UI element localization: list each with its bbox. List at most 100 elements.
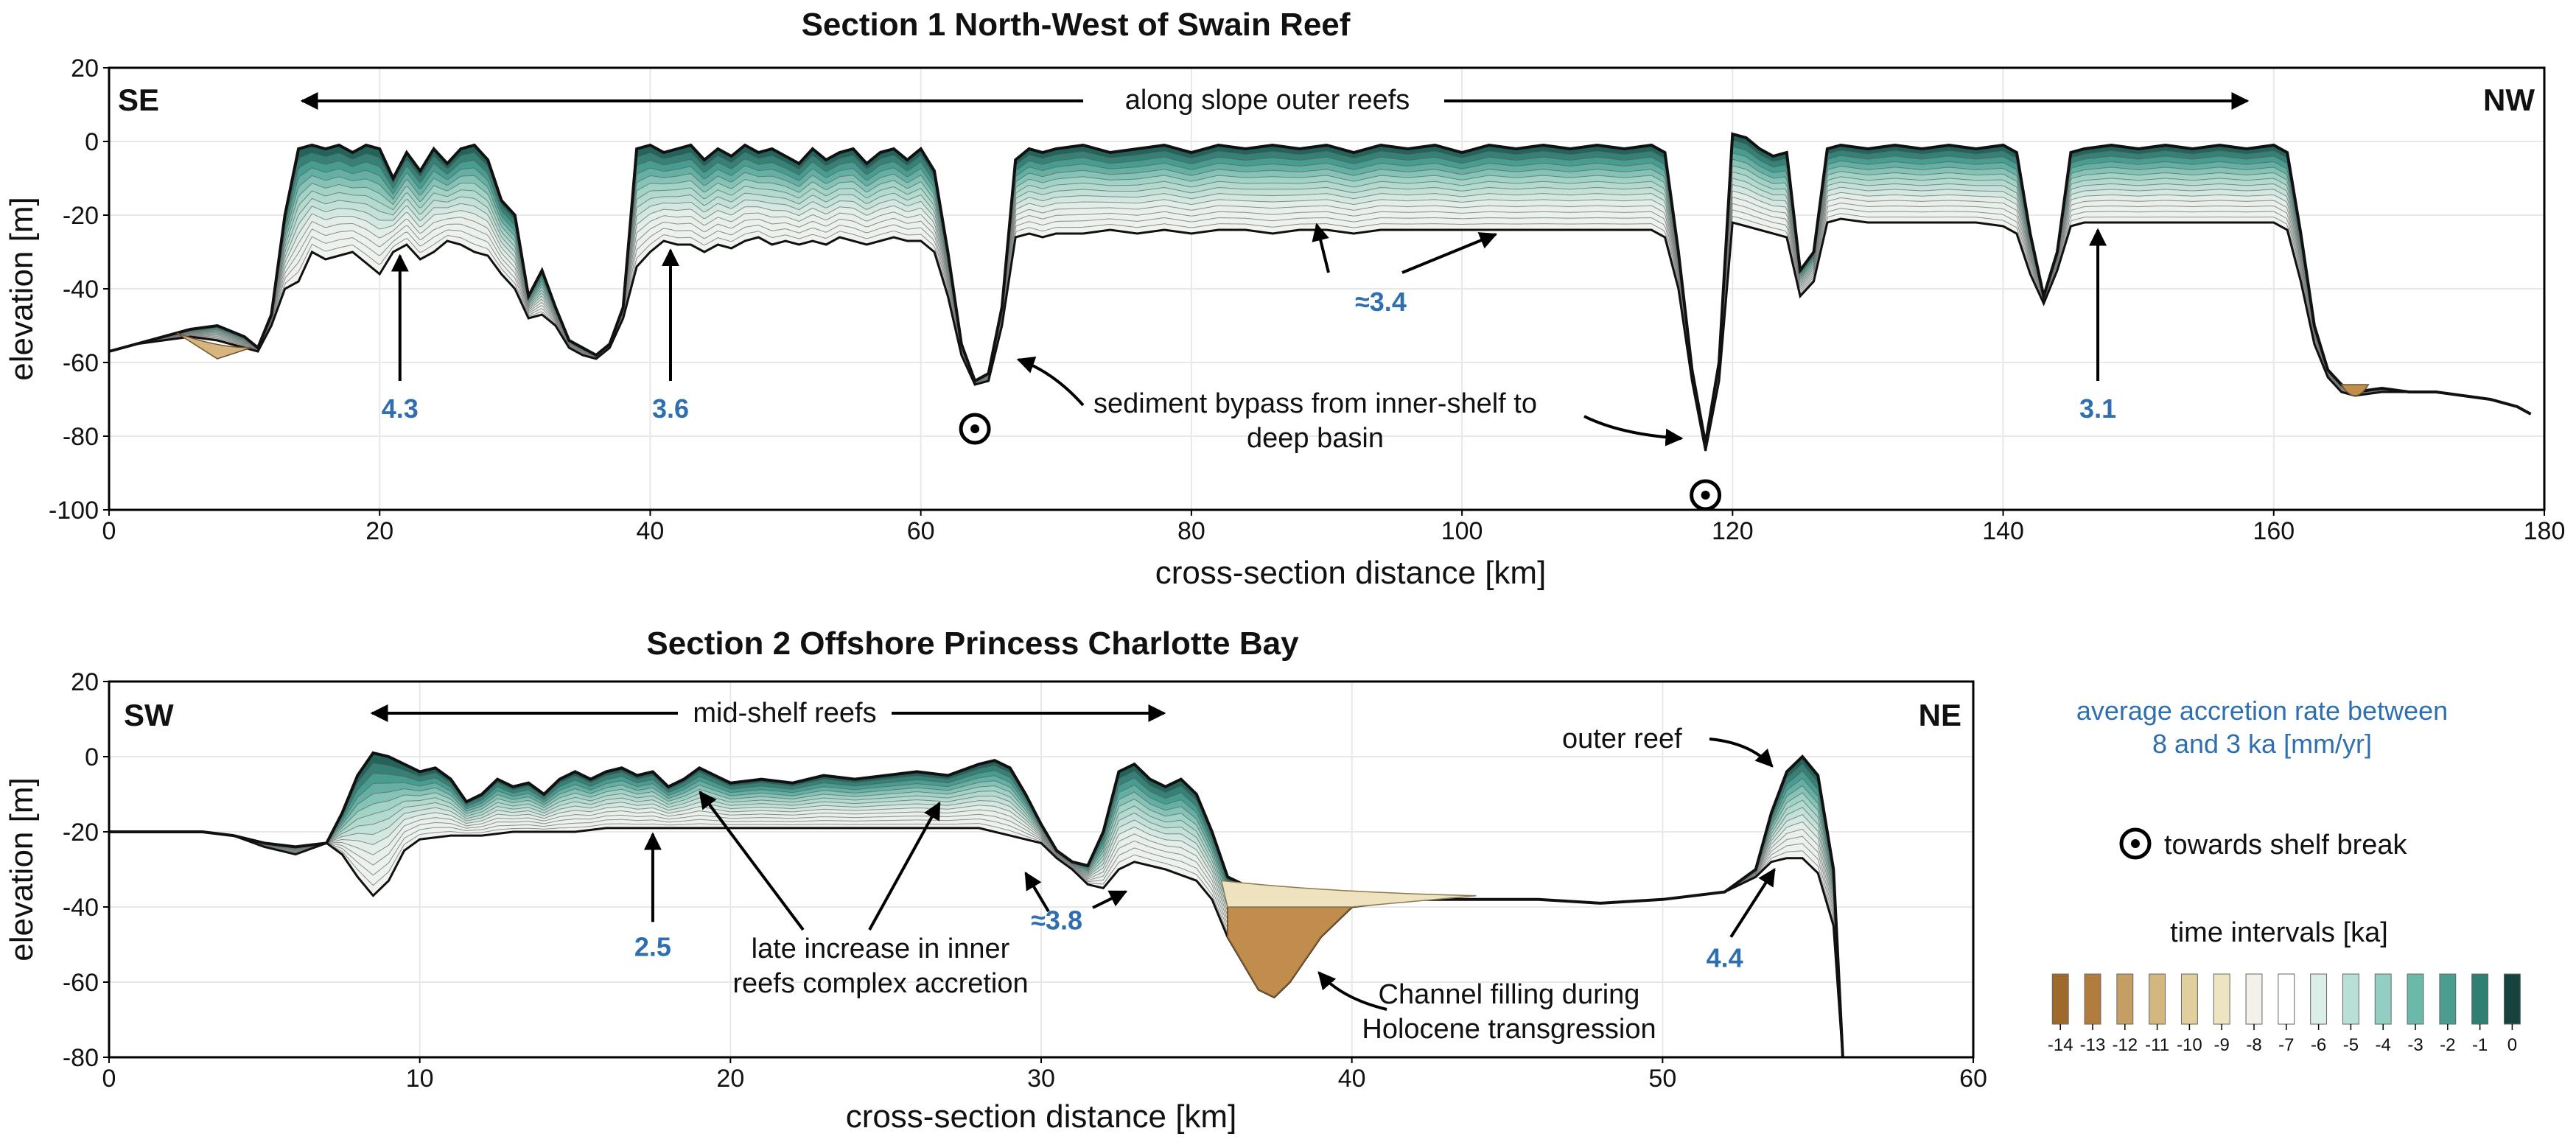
mid-shelf-label: mid-shelf reefs: [693, 698, 876, 729]
inner-shelf-sediment-fill: [176, 332, 252, 360]
colorbar-swatch: [2310, 973, 2328, 1025]
colorbar-label: -10: [2177, 1035, 2202, 1055]
section-1-title: Section 1 North-West of Swain Reef: [802, 7, 1351, 43]
x-tick-label: 80: [1177, 517, 1205, 545]
colorbar-swatch: [2245, 973, 2263, 1025]
colorbar-label: -1: [2472, 1035, 2488, 1055]
x-tick-label: 50: [1648, 1065, 1676, 1093]
colorbar-swatch: [2084, 973, 2101, 1025]
colorbar-swatch: [2471, 973, 2489, 1025]
colorbar-swatch: [2407, 973, 2424, 1025]
y-tick-label: -100: [49, 497, 99, 525]
section-2-x-ticks: 0 10 20 30 40 50 60: [102, 1057, 1987, 1093]
time-interval-colorbar: -14 -13 -12 -11 -10 -9 -8 -7 -6 -5 -4 -3 -2 -1 0: [2048, 973, 2521, 1055]
bypass-arrow-right: [1583, 415, 1684, 446]
outer-reef-label: outer reef: [1562, 724, 1682, 754]
y-tick-label: -60: [63, 969, 99, 997]
outer-reef-arrow: [1709, 738, 1774, 768]
base-surface-line: [108, 217, 2532, 452]
rate-label: 2.5: [634, 931, 671, 961]
panel-section-1: Section 1 North-West of Swain Reef 0 20 40…: [4, 7, 2565, 591]
rate-arrow: [1729, 867, 1776, 938]
shelf-break-marker-icon: [2119, 827, 2152, 860]
y-tick-label: 20: [71, 55, 99, 83]
y-tick-label: -20: [63, 819, 99, 847]
seafloor-surface-line: [108, 132, 2532, 444]
colorbar-label: -5: [2343, 1035, 2359, 1055]
colorbar-swatch: [2213, 973, 2230, 1025]
rate-label: ≈3.4: [1355, 287, 1407, 317]
section-2-accretion-layers: [109, 751, 1844, 1058]
colorbar-label: -6: [2311, 1035, 2326, 1055]
legend-rate-title-line-2: 8 and 3 ka [mm/yr]: [2152, 729, 2372, 759]
legend-rate-title-line-1: average accretion rate between: [2076, 696, 2448, 726]
colorbar-swatch: [2342, 973, 2359, 1025]
late-increase-arrow-b: [868, 801, 941, 931]
rate-arrow-3-8-a: [1024, 871, 1050, 913]
corner-label-nw: NW: [2483, 83, 2535, 117]
x-tick-label: 100: [1441, 517, 1483, 545]
colorbar-swatch: [2278, 973, 2295, 1025]
y-tick-label: -80: [63, 423, 99, 451]
channel-label-line-1: Channel filling during: [1379, 979, 1640, 1010]
rate-label: 4.3: [382, 393, 419, 424]
section-2-x-axis-label: cross-section distance [km]: [846, 1099, 1237, 1135]
outer-slope-sediment-fill: [2340, 384, 2370, 396]
section-1-y-axis-label: elevation [m]: [4, 197, 40, 380]
y-tick-label: -40: [63, 276, 99, 304]
colorbar-swatch: [2051, 973, 2069, 1025]
colorbar-label: -11: [2145, 1035, 2169, 1055]
colorbar-label: -4: [2376, 1035, 2391, 1055]
y-tick-label: 0: [85, 743, 99, 771]
x-tick-label: 160: [2253, 517, 2295, 545]
y-tick-label: -20: [63, 202, 99, 230]
colorbar-swatch: [2374, 973, 2392, 1025]
rate-arrow-3-4-a: [1312, 223, 1330, 273]
late-increase-line-1: late increase in inner: [752, 933, 1010, 964]
y-tick-label: -80: [63, 1044, 99, 1072]
channel-label-line-2: Holocene transgression: [1362, 1014, 1656, 1045]
colorbar-label: 0: [2507, 1035, 2517, 1055]
colorbar-label: -7: [2278, 1035, 2294, 1055]
colorbar-label: -14: [2048, 1035, 2073, 1055]
section-1-accretion-layers: [108, 132, 2532, 452]
colorbar-swatch: [2149, 973, 2166, 1025]
corner-label-sw: SW: [124, 698, 174, 732]
channel-upper-fill: [1220, 880, 1477, 908]
x-tick-label: 0: [102, 1065, 116, 1093]
x-tick-label: 180: [2524, 517, 2566, 545]
x-tick-label: 140: [1982, 517, 2024, 545]
x-tick-label: 20: [365, 517, 393, 545]
rate-label: 3.1: [2079, 393, 2116, 424]
corner-label-ne: NE: [1919, 698, 1961, 732]
colorbar-label: -2: [2440, 1035, 2455, 1055]
colorbar-label: -12: [2112, 1035, 2138, 1055]
bypass-arrow-left: [1016, 356, 1085, 407]
x-tick-label: 20: [716, 1065, 744, 1093]
y-tick-label: -60: [63, 349, 99, 377]
section-1-rate-annotations: 4.3 3.6 ≈3.4 3.1: [382, 228, 2116, 424]
x-tick-label: 0: [102, 517, 116, 545]
panel-section-2: Section 2 Offshore Princess Charlotte Ba…: [4, 626, 1987, 1135]
x-tick-label: 60: [1959, 1065, 1987, 1093]
y-tick-label: 0: [85, 128, 99, 156]
section-2-rate-annotations: 2.5 ≈3.8 4.4: [634, 832, 1776, 973]
section-1-x-ticks: 0 20 40 60 80 100 120 140 160 180: [102, 510, 2566, 545]
legend-shelf-break-label: towards shelf break: [2164, 830, 2407, 861]
y-tick-label: 20: [71, 668, 99, 696]
section-2-y-ticks: 20 0 -20 -40 -60 -80: [63, 668, 109, 1072]
x-tick-label: 60: [907, 517, 935, 545]
channel-fill: [1227, 906, 1354, 998]
late-increase-line-2: reefs complex accretion: [732, 968, 1028, 999]
section-2-y-axis-label: elevation [m]: [4, 777, 40, 961]
section-1-y-ticks: 20 0 -20 -40 -60 -80 -100: [49, 55, 109, 525]
rate-label: ≈3.8: [1031, 905, 1082, 936]
bypass-label-line-2: deep basin: [1247, 423, 1384, 454]
y-tick-label: -40: [63, 894, 99, 922]
colorbar-swatch: [2503, 973, 2521, 1025]
x-tick-label: 40: [637, 517, 665, 545]
rate-label: 3.6: [652, 393, 689, 424]
channel-arrow: [1317, 971, 1387, 1011]
section-1-shelf-break-markers: [959, 413, 1722, 511]
along-slope-label: along slope outer reefs: [1125, 85, 1410, 116]
